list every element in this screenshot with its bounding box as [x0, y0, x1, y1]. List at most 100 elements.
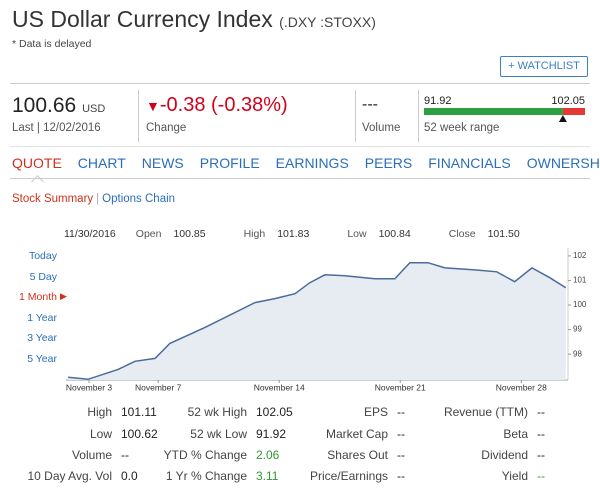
- stat-value: --: [537, 427, 545, 441]
- range-low: 91.92: [424, 95, 452, 107]
- stat-label: YTD % Change: [163, 448, 247, 462]
- range-button[interactable]: 1 Year: [27, 311, 57, 324]
- range-label: 52 week range: [424, 122, 500, 134]
- range-marker: [558, 115, 567, 122]
- stat-value: 0.0: [121, 469, 138, 483]
- range-button[interactable]: 3 Year: [27, 332, 57, 345]
- tab[interactable]: EARNINGS: [275, 155, 349, 171]
- divider: [10, 83, 590, 84]
- stat-value: --: [397, 427, 405, 441]
- subtab-bar: Stock Summary | Options Chain: [12, 193, 175, 205]
- stat-label: 10 Day Avg. Vol: [27, 469, 112, 483]
- title: US Dollar Currency Index: [12, 6, 273, 32]
- stat-value: --: [397, 405, 405, 419]
- stat-label: Revenue (TTM): [443, 405, 528, 419]
- range-row: 1 Year: [0, 312, 57, 333]
- y-tick-label: 99: [573, 325, 582, 334]
- stat-label: 1 Yr % Change: [165, 469, 247, 483]
- range-button[interactable]: 1 Month: [19, 291, 57, 304]
- stat-label: Dividend: [481, 448, 528, 462]
- tab-bar: QUOTE CHART NEWS PROFILE EARNINGS PEERS FINANC…: [12, 155, 600, 188]
- tab[interactable]: OWNERSHIP: [526, 155, 600, 171]
- change-line: ▼-0.38 (-0.38%): [146, 94, 288, 117]
- ohlc-value: 100.85: [173, 228, 206, 240]
- x-tick-label: November 3: [66, 382, 113, 392]
- ohlc-label: Low: [347, 228, 367, 240]
- range-bar-high: [562, 108, 585, 115]
- x-tick-label: November 14: [254, 382, 305, 392]
- ohlc-value: 101.83: [277, 228, 310, 240]
- ohlc-label: High: [243, 228, 266, 240]
- x-tick-label: November 28: [496, 382, 547, 392]
- stat-value: --: [121, 448, 129, 462]
- volume: ---: [362, 96, 378, 113]
- tab[interactable]: FINANCIALS: [428, 155, 511, 171]
- stat-label: Market Cap: [325, 427, 388, 441]
- stat-label: Low: [89, 427, 112, 441]
- y-tick-label: 101: [573, 276, 587, 285]
- delay-note: * Data is delayed: [12, 38, 92, 50]
- price-line: [68, 261, 567, 381]
- x-tick-label: November 21: [375, 382, 426, 392]
- divider: [138, 90, 139, 142]
- price: 100.66: [12, 94, 77, 117]
- ohlc-value: 101.50: [487, 228, 520, 240]
- stat-label: Shares Out: [327, 448, 388, 462]
- stat-value: 101.11: [121, 405, 157, 419]
- stat-label: Volume: [71, 448, 112, 462]
- area-fill: [68, 262, 566, 380]
- stat-value: 91.92: [256, 427, 287, 441]
- currency: USD: [82, 103, 106, 115]
- ticker: (.DXY :STOXX): [279, 14, 376, 30]
- range-row: 5 Year: [0, 353, 57, 374]
- stat-label: 52 wk Low: [190, 427, 247, 441]
- subtab[interactable]: Options Chain: [102, 193, 176, 205]
- tab[interactable]: PROFILE: [199, 155, 260, 171]
- y-tick-label: 100: [573, 300, 587, 309]
- divider: [355, 90, 356, 142]
- range-row: 1 Month ▶: [0, 291, 67, 312]
- tab[interactable]: NEWS: [141, 155, 184, 171]
- stat-label: 52 wk High: [187, 405, 247, 419]
- chart: 98 99 100 101 102 November 3 November 7 Novembe…: [66, 108, 587, 392]
- divider: [418, 90, 419, 142]
- range-button[interactable]: 5 Year: [27, 352, 57, 365]
- stat-value: 2.06: [256, 448, 280, 462]
- stat-value: --: [397, 469, 405, 483]
- stat-label: High: [87, 405, 112, 419]
- ohlc-value: 100.84: [378, 228, 411, 240]
- subtab[interactable]: Stock Summary: [12, 193, 94, 205]
- change: -0.38 (-0.38%): [159, 94, 288, 116]
- range-buttons: Today 5 Day 1 Month ▶ 1 Year 3 Year 5 Year: [0, 250, 67, 374]
- stat-label: Price/Earnings: [309, 469, 388, 483]
- stat-value: --: [537, 405, 545, 419]
- x-tick-label: November 7: [135, 382, 182, 392]
- range-row: 5 Day: [0, 271, 57, 292]
- range-button[interactable]: Today: [28, 250, 57, 262]
- chart-header: 11/30/2016 Open 100.85 High 101.83 Low 100.84 C…: [64, 228, 558, 240]
- price-line: 100.66 USD: [12, 94, 105, 118]
- stat-value: --: [397, 448, 405, 462]
- tab[interactable]: QUOTE: [12, 155, 62, 188]
- ohlc-label: Open: [135, 228, 162, 240]
- stat-value: 100.62: [121, 427, 158, 441]
- range-row: 3 Year: [0, 332, 57, 353]
- stat-label: Yield: [501, 469, 528, 483]
- range-button[interactable]: 5 Day: [29, 270, 57, 283]
- watchlist-button[interactable]: + WATCHLIST: [500, 56, 588, 77]
- divider: [10, 146, 590, 147]
- range-high: 102.05: [551, 95, 585, 107]
- ohlc-label: Close: [448, 228, 476, 240]
- change-label: Change: [146, 122, 187, 134]
- divider: [10, 178, 590, 179]
- tab[interactable]: CHART: [77, 155, 126, 171]
- stat-label: Beta: [503, 427, 528, 441]
- last-date: Last | 12/02/2016: [12, 122, 101, 134]
- stat-value: 3.11: [256, 469, 279, 483]
- stat-value: --: [537, 469, 545, 483]
- stat-value: --: [537, 448, 545, 462]
- page-title: US Dollar Currency Index (.DXY :STOXX): [12, 6, 376, 33]
- tab[interactable]: PEERS: [364, 155, 413, 171]
- y-tick-label: 98: [573, 349, 582, 358]
